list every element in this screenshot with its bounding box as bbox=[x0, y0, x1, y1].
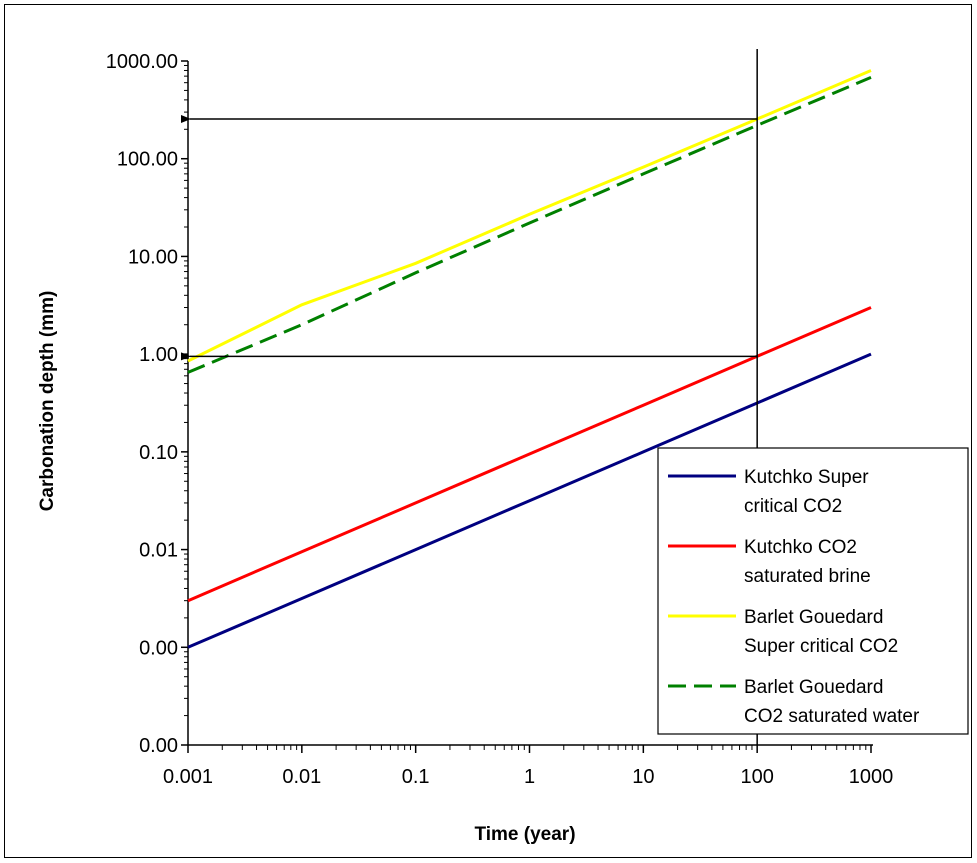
x-tick-label: 0.001 bbox=[163, 766, 213, 788]
legend-label-2: Kutchko CO2 bbox=[744, 537, 857, 558]
y-tick-label: 0.00 bbox=[139, 637, 178, 659]
y-tick-label: 100.00 bbox=[117, 149, 178, 171]
legend-label-4: CO2 saturated water bbox=[744, 706, 920, 727]
y-tick-label: 0.01 bbox=[139, 540, 178, 562]
y-tick-label: 1000.00 bbox=[106, 51, 178, 73]
legend-label-4: Barlet Gouedard bbox=[744, 677, 883, 698]
legend-label-3: Super critical CO2 bbox=[744, 636, 898, 657]
legend: Kutchko Super critical CO2 Kutchko CO2 satu… bbox=[657, 447, 969, 735]
legend-label-1: Kutchko Super bbox=[744, 467, 869, 488]
x-tick-label: 0.1 bbox=[402, 766, 430, 788]
legend-label-3: Barlet Gouedard bbox=[744, 607, 883, 628]
x-tick-label: 100 bbox=[740, 766, 773, 788]
x-tick-label: 1 bbox=[524, 766, 535, 788]
x-tick-label: 10 bbox=[632, 766, 654, 788]
series-line-3 bbox=[187, 69, 872, 363]
chart-frame: 0.00 0.00 0.01 0.10 1.00 10.00 100.00 1000.00 0.… bbox=[4, 4, 972, 858]
axes: 0.00 0.00 0.01 0.10 1.00 10.00 100.00 1000.00 0.… bbox=[106, 51, 894, 788]
y-tick-label: 0.00 bbox=[139, 735, 178, 757]
x-axis-title: Time (year) bbox=[474, 824, 575, 845]
series-line-4 bbox=[187, 76, 872, 374]
y-axis-title: Carbonation depth (mm) bbox=[37, 291, 58, 512]
y-tick-label: 0.10 bbox=[139, 442, 178, 464]
x-tick-label: 1000 bbox=[849, 766, 894, 788]
line-chart: 0.00 0.00 0.01 0.10 1.00 10.00 100.00 1000.00 0.… bbox=[37, 49, 969, 845]
y-tick-label: 10.00 bbox=[128, 246, 178, 268]
legend-label-1: critical CO2 bbox=[744, 496, 842, 517]
y-tick-label: 1.00 bbox=[139, 344, 178, 366]
legend-label-2: saturated brine bbox=[744, 566, 871, 587]
x-tick-label: 0.01 bbox=[282, 766, 321, 788]
